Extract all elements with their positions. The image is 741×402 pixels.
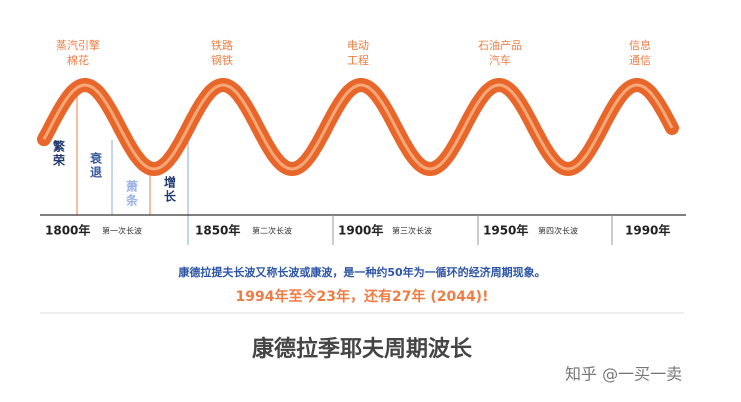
wave-label: 第二次长波 bbox=[252, 226, 292, 236]
top-label: 蒸汽引擎 bbox=[56, 38, 100, 52]
title: 康德拉季耶夫周期波长 bbox=[252, 336, 473, 362]
watermark: 知乎 @一买一卖 bbox=[565, 365, 682, 384]
year-label: 1950年 bbox=[483, 223, 528, 238]
top-labels: 蒸汽引擎 棉花 铁路 钢铁 电动 工程 石油产品 汽车 信息 通信 bbox=[56, 38, 651, 67]
wave-highlight bbox=[42, 83, 674, 171]
top-label: 通信 bbox=[629, 54, 651, 67]
top-label: 棉花 bbox=[67, 53, 89, 67]
phase-label: 增长 bbox=[163, 175, 177, 204]
wave-label: 第一次长波 bbox=[102, 226, 142, 236]
top-label: 汽车 bbox=[489, 53, 511, 67]
year-label: 1990年 bbox=[625, 223, 670, 238]
phase-label: 衰退 bbox=[89, 151, 103, 180]
phase-label: 萧条 bbox=[125, 179, 139, 208]
top-label: 信息 bbox=[629, 38, 651, 52]
timeline-ticks bbox=[332, 215, 613, 245]
top-label: 电动 bbox=[347, 39, 369, 52]
year-label: 1850年 bbox=[195, 223, 240, 238]
note: 康德拉提夫长波又称长波或康波，是一种约50年为一循环的经济周期现象。 bbox=[178, 265, 545, 279]
wave-label: 第三次长波 bbox=[392, 226, 432, 236]
phase-label: 繁荣 bbox=[52, 139, 66, 168]
phase-dividers bbox=[76, 95, 189, 245]
wave-label: 第四次长波 bbox=[538, 226, 578, 236]
highlight: 1994年至今23年，还有27年 (2044)! bbox=[236, 288, 489, 305]
top-label: 石油产品 bbox=[478, 38, 522, 52]
year-label: 1800年 bbox=[45, 223, 90, 238]
top-label: 工程 bbox=[347, 54, 369, 67]
top-label: 铁路 bbox=[211, 39, 233, 52]
top-label: 钢铁 bbox=[211, 54, 233, 67]
year-label: 1900年 bbox=[338, 223, 383, 238]
